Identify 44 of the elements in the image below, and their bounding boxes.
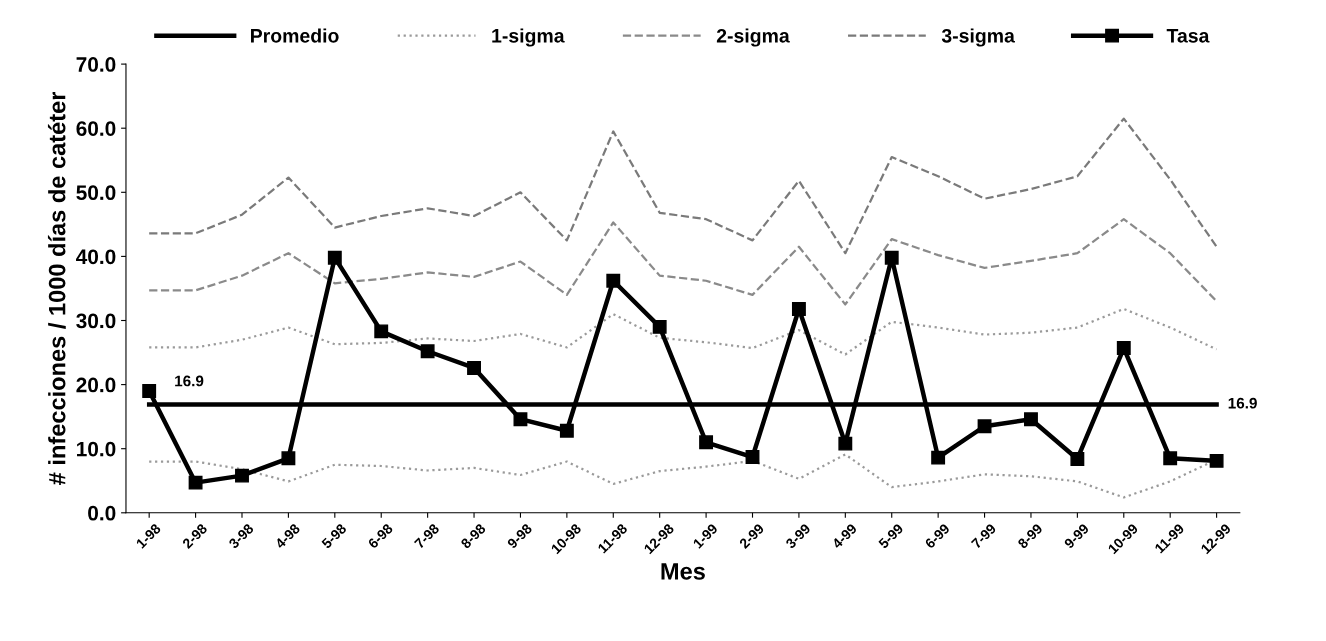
point: [327, 250, 342, 265]
annotation: 16.9: [1228, 397, 1257, 409]
point: [699, 435, 714, 450]
line-series: [148, 307, 1218, 356]
point: [1116, 341, 1131, 356]
point: [652, 319, 667, 334]
point: [559, 423, 574, 438]
y-axis-title: # infecciones / 1000 días de catéter: [47, 91, 66, 485]
y-tick-label: 50.0: [76, 185, 116, 201]
point: [235, 468, 249, 483]
x-axis-title: Mes: [661, 563, 705, 580]
y-tick-label: 20.0: [76, 377, 116, 393]
point: [1024, 412, 1038, 427]
y-tick-label: 60.0: [76, 121, 116, 136]
line-series: [148, 117, 1218, 255]
point: [884, 250, 899, 265]
point: [188, 475, 203, 490]
legend-label: Promedio: [251, 28, 339, 43]
y-tick-label: 10.0: [77, 441, 116, 457]
legend-label: 1-sigma: [492, 28, 565, 47]
y-tick-label: 70.0: [76, 57, 116, 72]
point: [513, 412, 528, 427]
y-tick-label: 30.0: [76, 313, 116, 329]
point: [374, 324, 389, 339]
annotation: 16.9: [175, 375, 204, 387]
legend-label: 2-sigma: [716, 28, 790, 47]
point: [606, 273, 621, 288]
legend-label: Tasa: [1166, 29, 1210, 43]
point: [467, 360, 481, 375]
point: [142, 384, 157, 398]
y-tick-label: 40.0: [76, 249, 116, 265]
point: [745, 450, 760, 464]
y-tick-label: 0.0: [88, 505, 116, 521]
line-series: [148, 218, 1218, 306]
point: [1209, 453, 1224, 468]
point: [931, 450, 946, 465]
point: [420, 344, 435, 359]
point: [1163, 451, 1178, 466]
point: [281, 451, 296, 466]
point: [1070, 452, 1085, 466]
legend-label: 3-sigma: [941, 28, 1015, 47]
point: [791, 302, 806, 316]
point: [838, 436, 853, 451]
point: [977, 419, 992, 434]
